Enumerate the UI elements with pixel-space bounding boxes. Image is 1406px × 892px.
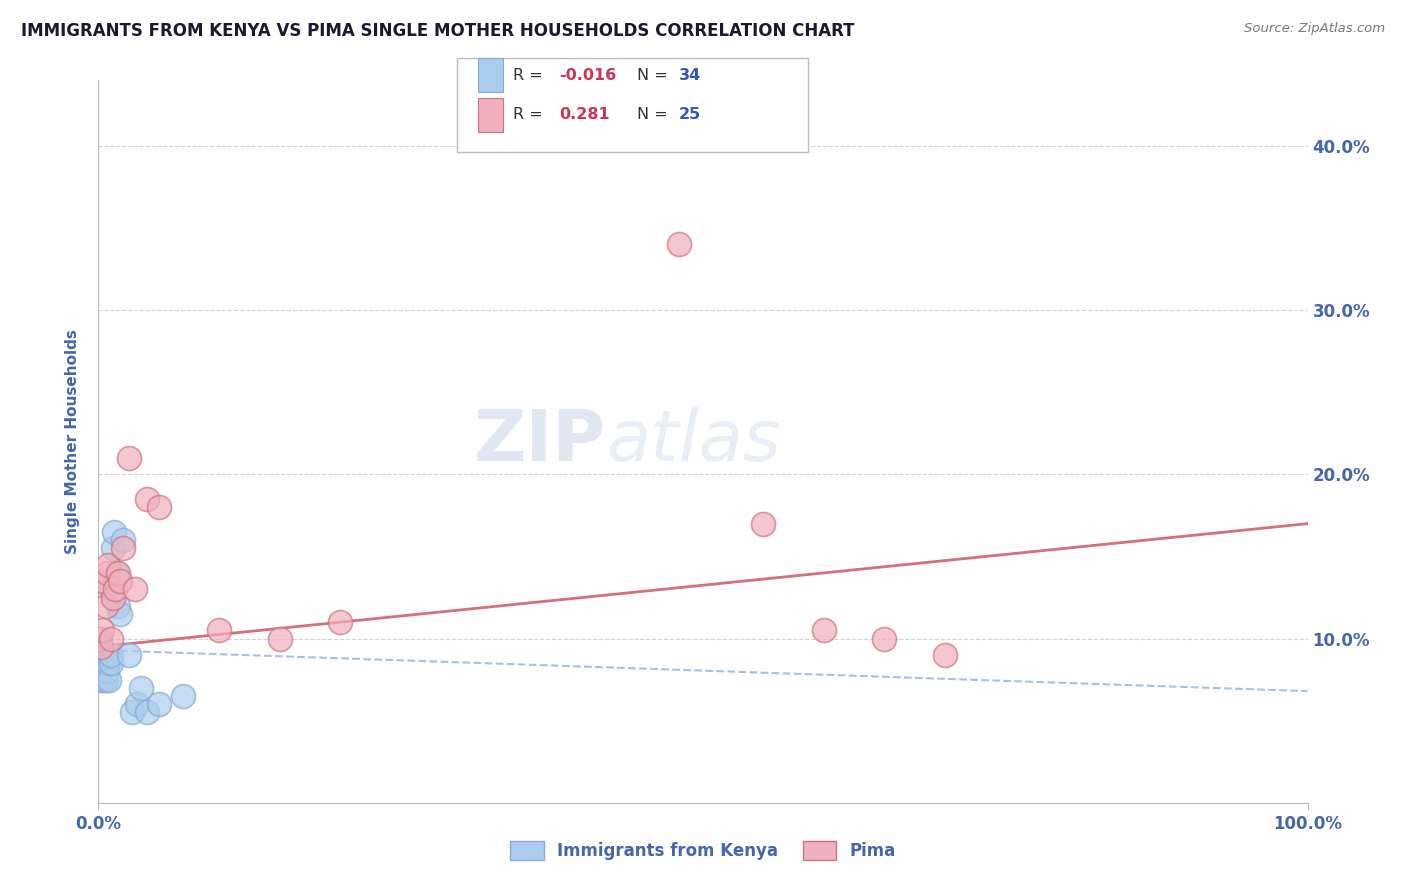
Point [103, 524, 125, 539]
Point [98, 648, 121, 662]
Text: IMMIGRANTS FROM KENYA VS PIMA SINGLE MOTHER HOUSEHOLDS CORRELATION CHART: IMMIGRANTS FROM KENYA VS PIMA SINGLE MOT… [21, 22, 855, 40]
Point [124, 582, 146, 597]
Point [111, 533, 134, 547]
Text: atlas: atlas [606, 407, 780, 476]
Point [93, 665, 115, 679]
Point [148, 500, 170, 515]
Point [127, 698, 149, 712]
Point [135, 706, 157, 720]
Point [118, 648, 141, 662]
Point [129, 681, 152, 695]
Point [101, 541, 124, 556]
Point [100, 648, 122, 662]
Point [94, 657, 117, 671]
Point [90, 640, 112, 654]
Point [813, 624, 835, 638]
Text: -0.016: -0.016 [560, 68, 617, 83]
Text: N =: N = [637, 68, 673, 83]
Point [90, 673, 112, 687]
Point [108, 574, 131, 588]
Point [148, 698, 170, 712]
Point [269, 632, 291, 646]
Point [668, 237, 690, 252]
Point [89, 632, 111, 646]
Text: N =: N = [637, 107, 673, 122]
Point [93, 648, 115, 662]
Point [108, 607, 131, 621]
Point [91, 657, 114, 671]
Point [94, 599, 117, 613]
Text: 25: 25 [679, 107, 702, 122]
Point [121, 706, 143, 720]
Point [96, 657, 118, 671]
Text: 0.281: 0.281 [560, 107, 610, 122]
Legend: Immigrants from Kenya, Pima: Immigrants from Kenya, Pima [503, 834, 903, 867]
Point [89, 665, 111, 679]
Point [90, 657, 112, 671]
Point [172, 689, 194, 703]
Y-axis label: Single Mother Households: Single Mother Households [65, 329, 80, 554]
Point [934, 648, 956, 662]
Point [91, 648, 114, 662]
Text: R =: R = [513, 68, 548, 83]
Point [135, 491, 157, 506]
Point [91, 574, 114, 588]
Text: R =: R = [513, 107, 548, 122]
Point [91, 624, 114, 638]
Point [97, 648, 120, 662]
Point [873, 632, 896, 646]
Text: 34: 34 [679, 68, 702, 83]
Point [97, 657, 120, 671]
Point [111, 541, 134, 556]
Point [118, 450, 141, 465]
Point [94, 673, 117, 687]
Point [105, 566, 128, 580]
Point [96, 566, 118, 580]
Point [91, 665, 114, 679]
Point [100, 582, 122, 597]
Point [107, 566, 129, 580]
Point [100, 632, 122, 646]
Text: ZIP: ZIP [474, 407, 606, 476]
Point [329, 615, 352, 630]
Point [104, 582, 127, 597]
Point [107, 599, 129, 613]
Point [98, 673, 121, 687]
Point [208, 624, 231, 638]
Point [752, 516, 775, 531]
Text: Source: ZipAtlas.com: Source: ZipAtlas.com [1244, 22, 1385, 36]
Point [89, 648, 111, 662]
Point [96, 665, 118, 679]
Point [97, 558, 120, 572]
Point [91, 673, 114, 687]
Point [101, 591, 124, 605]
Point [100, 657, 122, 671]
